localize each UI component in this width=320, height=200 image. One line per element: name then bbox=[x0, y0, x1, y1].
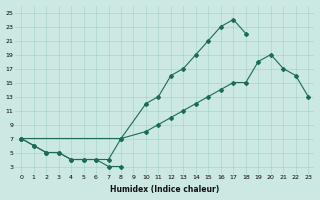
X-axis label: Humidex (Indice chaleur): Humidex (Indice chaleur) bbox=[110, 185, 219, 194]
